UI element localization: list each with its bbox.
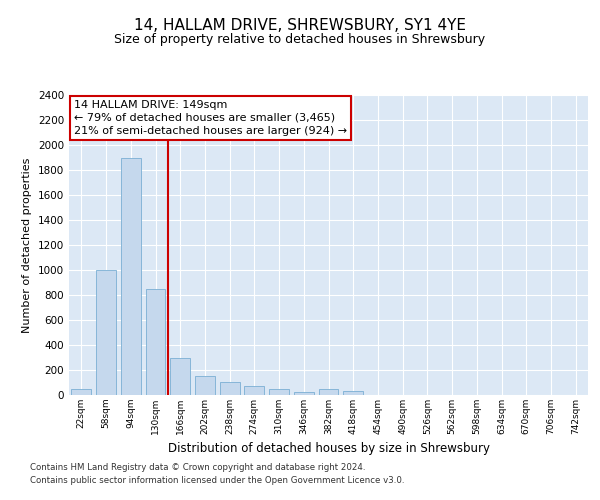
Bar [71, 389, 91, 395]
Text: Contains HM Land Registry data © Crown copyright and database right 2024.: Contains HM Land Registry data © Crown c… [30, 464, 365, 472]
Y-axis label: Number of detached properties: Number of detached properties [22, 158, 32, 332]
Text: 14, HALLAM DRIVE, SHREWSBURY, SY1 4YE: 14, HALLAM DRIVE, SHREWSBURY, SY1 4YE [134, 18, 466, 32]
Bar [244, 386, 264, 395]
Bar [170, 358, 190, 395]
Bar [195, 376, 215, 395]
Bar [220, 382, 239, 395]
Text: 14 HALLAM DRIVE: 149sqm
← 79% of detached houses are smaller (3,465)
21% of semi: 14 HALLAM DRIVE: 149sqm ← 79% of detache… [74, 100, 347, 136]
Bar [343, 391, 363, 395]
X-axis label: Distribution of detached houses by size in Shrewsbury: Distribution of detached houses by size … [167, 442, 490, 456]
Bar [269, 389, 289, 395]
Bar [121, 158, 140, 395]
Bar [294, 392, 314, 395]
Text: Contains public sector information licensed under the Open Government Licence v3: Contains public sector information licen… [30, 476, 404, 485]
Text: Size of property relative to detached houses in Shrewsbury: Size of property relative to detached ho… [115, 32, 485, 46]
Bar [319, 389, 338, 395]
Bar [96, 270, 116, 395]
Bar [146, 289, 166, 395]
